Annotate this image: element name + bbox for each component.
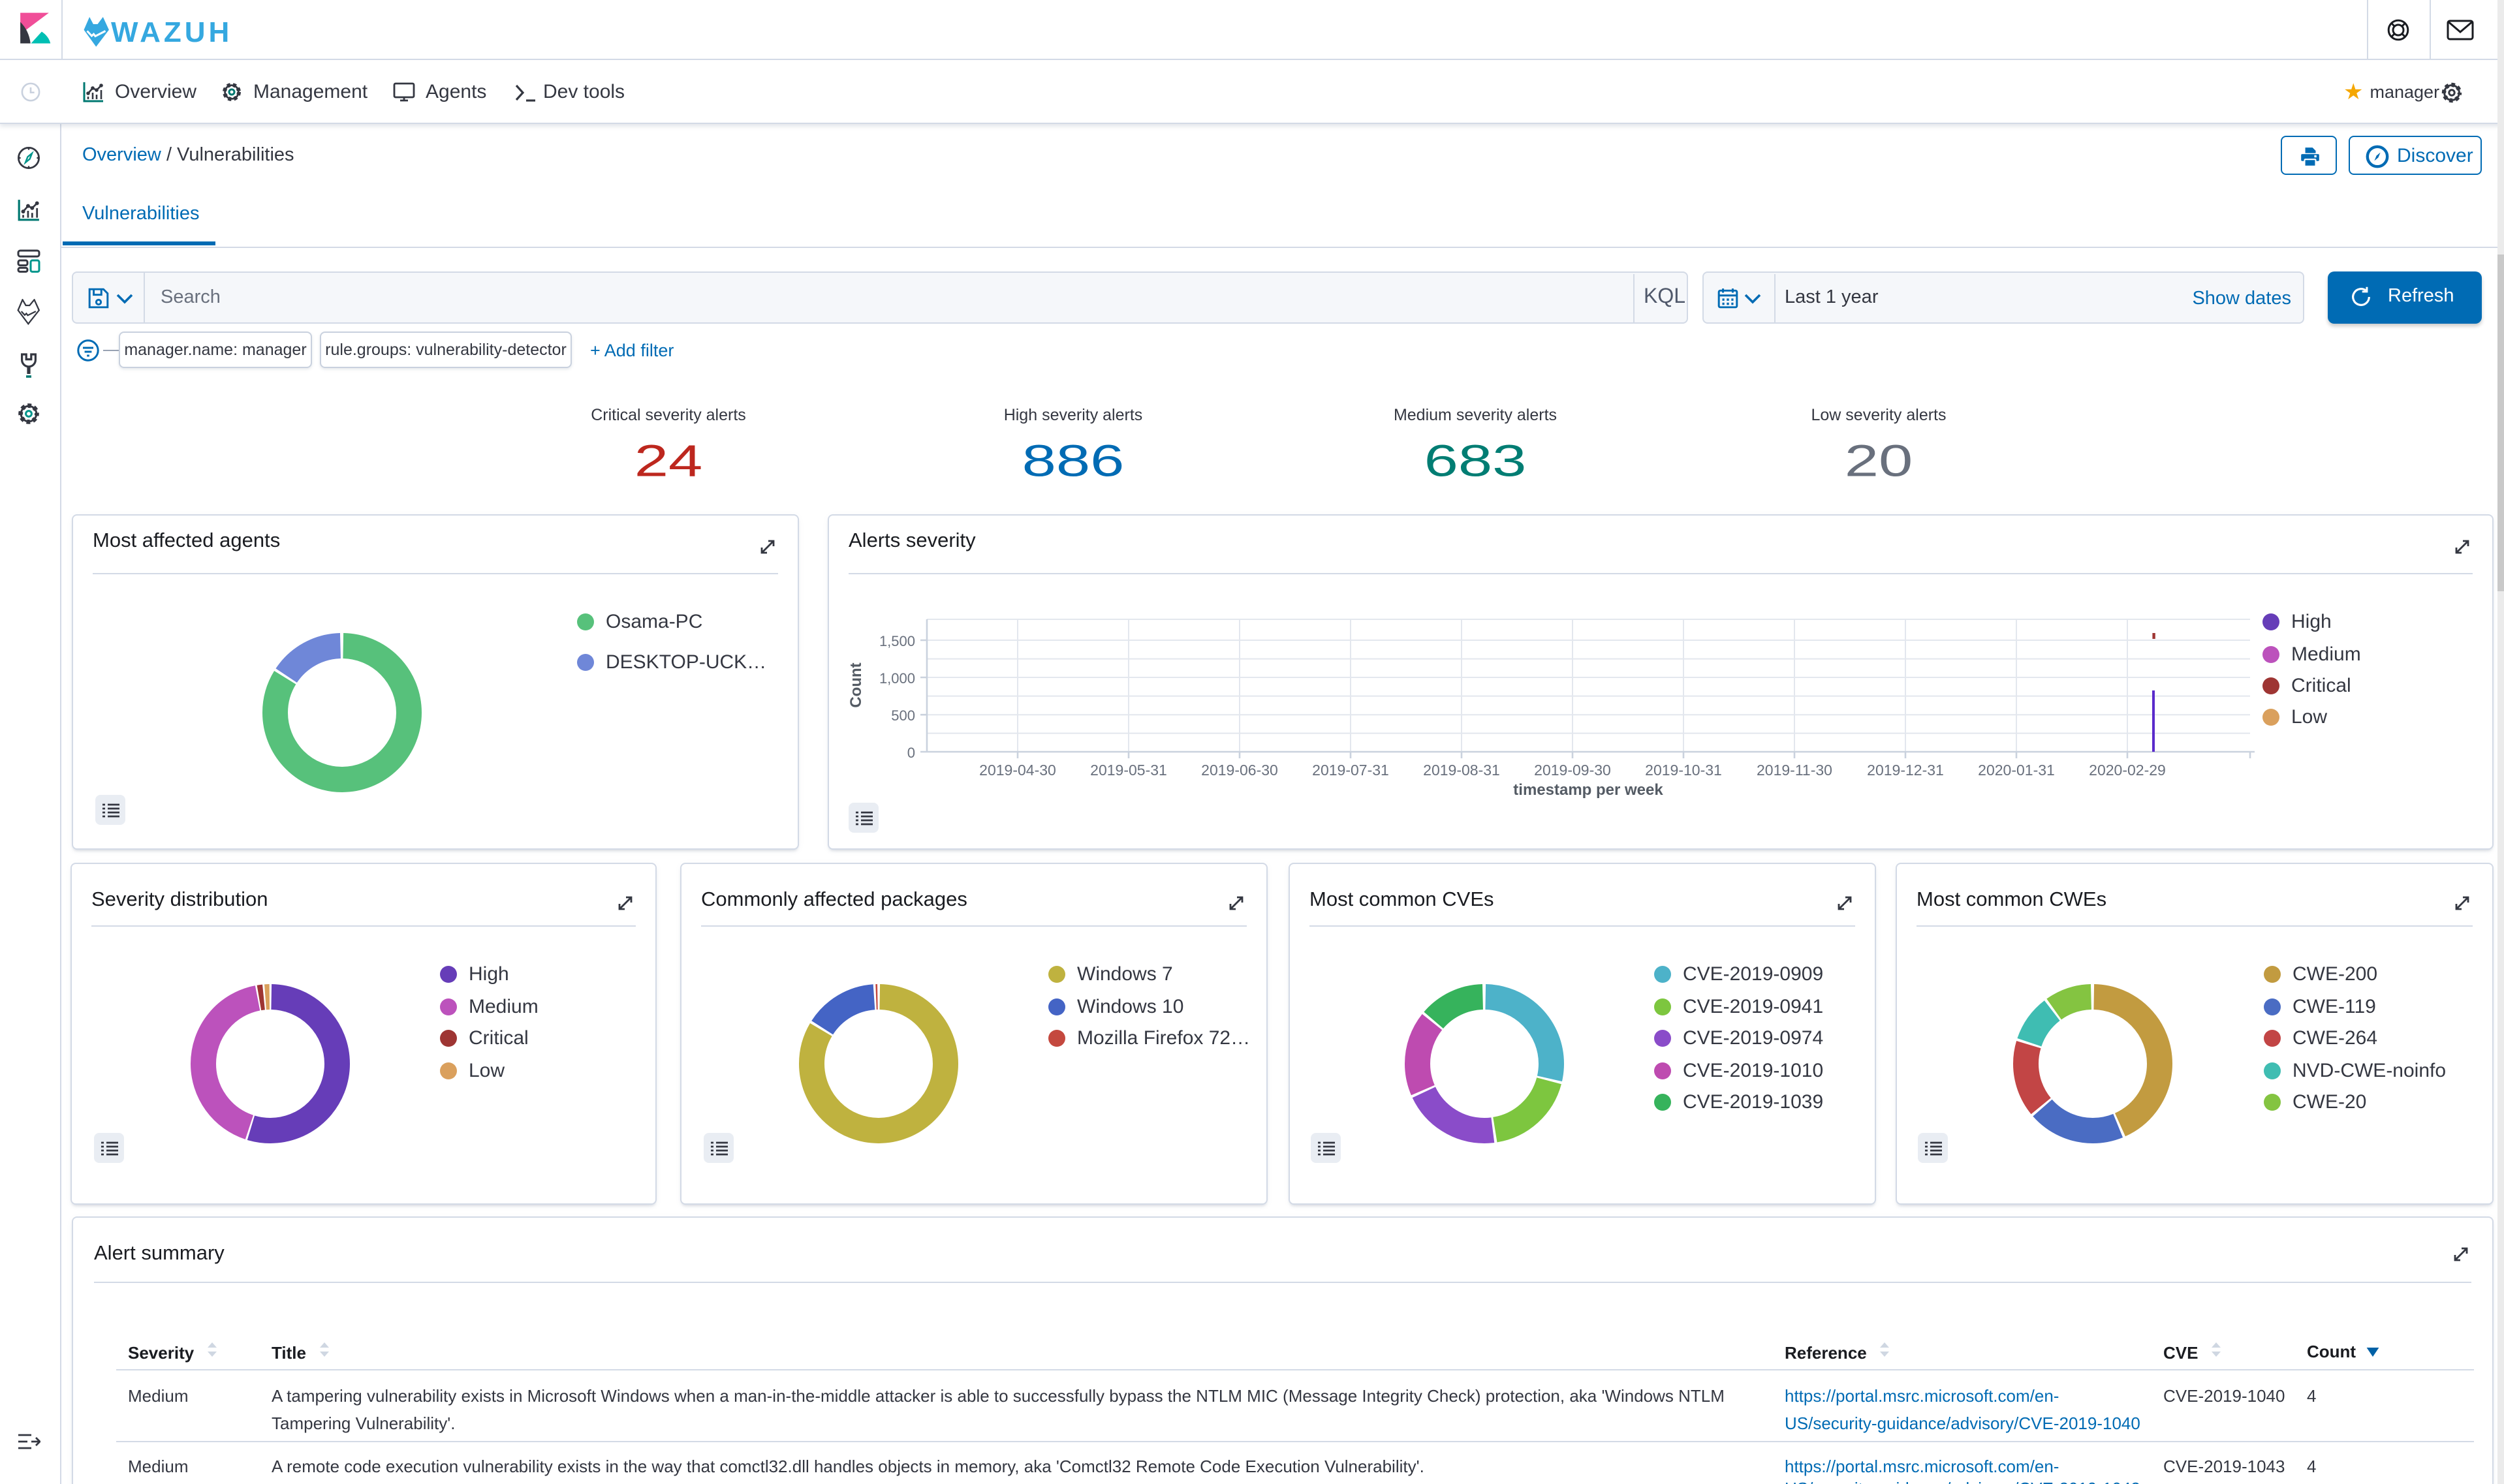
svg-text:0: 0 (907, 745, 915, 761)
svg-text:1,500: 1,500 (879, 633, 915, 649)
svg-text:2019-11-30: 2019-11-30 (1757, 762, 1832, 779)
svg-text:2019-04-30: 2019-04-30 (979, 762, 1056, 779)
svg-text:2019-07-31: 2019-07-31 (1312, 762, 1389, 779)
svg-text:500: 500 (891, 707, 915, 724)
svg-text:timestamp per week: timestamp per week (1513, 781, 1663, 799)
svg-text:2019-10-31: 2019-10-31 (1645, 762, 1722, 779)
svg-text:2020-01-31: 2020-01-31 (1978, 762, 2055, 779)
svg-text:1,000: 1,000 (879, 670, 915, 687)
svg-text:2019-06-30: 2019-06-30 (1201, 762, 1278, 779)
svg-text:2020-02-29: 2020-02-29 (2089, 762, 2166, 779)
svg-text:Count: Count (847, 662, 865, 707)
svg-text:2019-08-31: 2019-08-31 (1423, 762, 1500, 779)
svg-text:2019-05-31: 2019-05-31 (1090, 762, 1167, 779)
svg-text:2019-09-30: 2019-09-30 (1534, 762, 1611, 779)
svg-text:2019-12-31: 2019-12-31 (1867, 762, 1944, 779)
